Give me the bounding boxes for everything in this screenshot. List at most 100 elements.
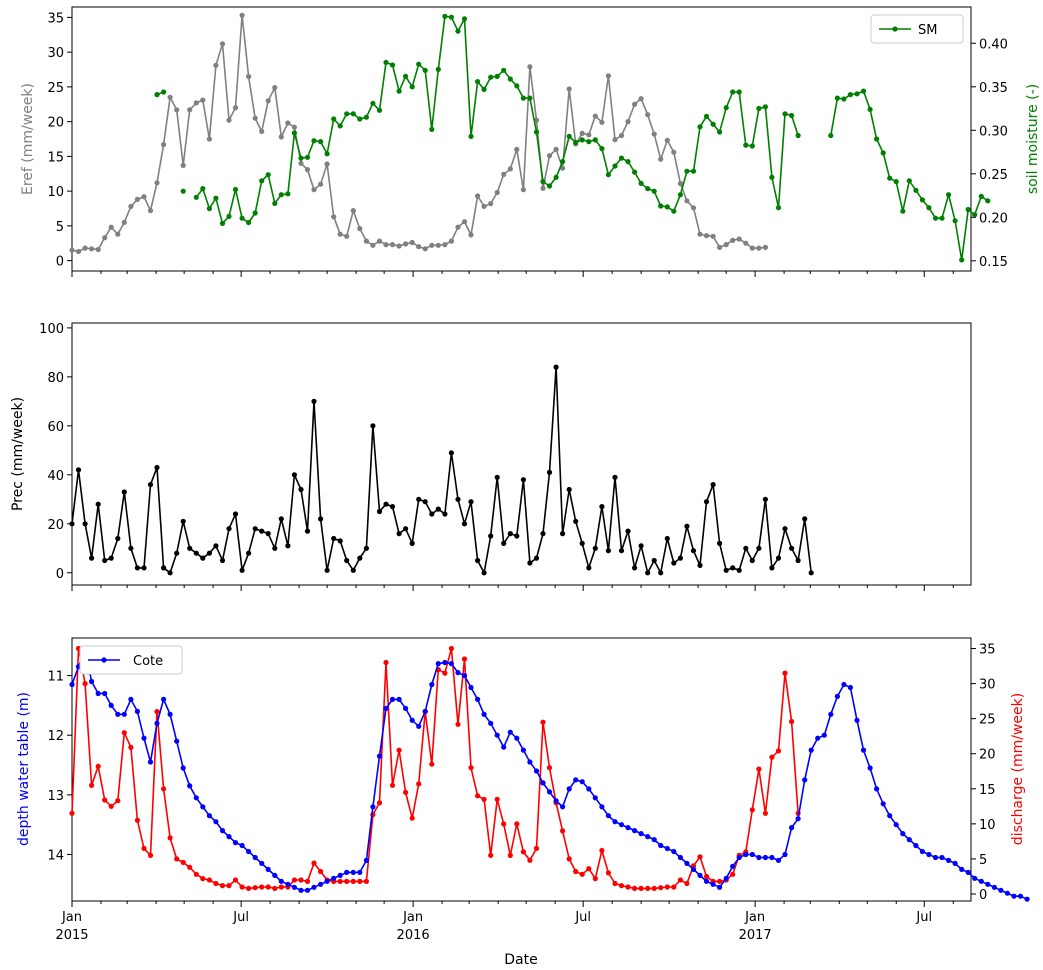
water-table-point bbox=[272, 872, 278, 879]
discharge-point bbox=[520, 849, 527, 855]
soil-moisture-point bbox=[664, 204, 670, 210]
discharge-point bbox=[769, 754, 775, 760]
discharge-point bbox=[246, 885, 252, 892]
eref-point bbox=[265, 98, 271, 104]
eref-point bbox=[147, 208, 154, 214]
soil-moisture-point bbox=[762, 104, 769, 110]
discharge-point bbox=[141, 845, 147, 852]
soil-moisture-point bbox=[625, 159, 631, 165]
precipitation-point bbox=[507, 531, 513, 537]
water-table-point bbox=[553, 798, 559, 804]
soil-moisture-point bbox=[337, 123, 343, 129]
precipitation-point bbox=[717, 540, 723, 547]
precipitation-point bbox=[684, 523, 690, 529]
eref-point bbox=[592, 113, 598, 119]
precipitation-point bbox=[291, 472, 297, 478]
water-table-point bbox=[860, 747, 867, 753]
water-table-point bbox=[409, 717, 415, 723]
soil-moisture-point bbox=[344, 111, 350, 117]
eref-point bbox=[82, 245, 88, 251]
water-table-point bbox=[174, 738, 180, 744]
x-tick-year-label: 2016 bbox=[397, 928, 430, 943]
water-table-point bbox=[396, 696, 402, 703]
eref-point bbox=[376, 238, 383, 244]
discharge-point bbox=[762, 810, 769, 816]
precipitation-point bbox=[795, 557, 801, 564]
y-tick-label: 12 bbox=[47, 729, 64, 744]
water-table-discharge-panel: 11 12 13 14 0 5 10 15 20 25 30 35 Jan 2015 Jul Jan 2016 J… bbox=[16, 637, 1030, 968]
water-table-point bbox=[893, 822, 899, 828]
soil-moisture-point bbox=[926, 205, 932, 211]
precipitation-point bbox=[481, 570, 487, 576]
discharge-point bbox=[252, 885, 258, 891]
soil-moisture-point bbox=[560, 159, 566, 165]
precipitation-point bbox=[416, 496, 422, 502]
soil-moisture-point bbox=[318, 139, 324, 145]
water-table-point bbox=[625, 825, 631, 831]
eref-point bbox=[298, 160, 304, 166]
precipitation-point bbox=[533, 555, 540, 561]
y2-tick-label: 5 bbox=[979, 853, 987, 868]
soil-moisture-point bbox=[703, 113, 710, 119]
discharge-point bbox=[272, 885, 278, 892]
soil-moisture-point bbox=[455, 28, 461, 34]
soil-moisture-point bbox=[180, 188, 186, 194]
precipitation-point bbox=[187, 545, 193, 551]
discharge-point bbox=[533, 845, 540, 852]
eref-point bbox=[337, 231, 343, 237]
soil-moisture-point bbox=[736, 89, 742, 95]
water-table-point bbox=[658, 842, 664, 849]
water-table-point bbox=[298, 887, 304, 893]
precipitation-point bbox=[618, 548, 625, 554]
eref-point bbox=[304, 167, 311, 173]
soil-moisture-point bbox=[566, 133, 572, 139]
discharge-point bbox=[389, 782, 396, 788]
precipitation-point bbox=[409, 540, 415, 547]
plot-frame bbox=[71, 637, 972, 902]
soil-moisture-point bbox=[880, 150, 886, 156]
precipitation-point bbox=[363, 545, 369, 551]
discharge-point bbox=[560, 828, 566, 834]
y-tick-label: 11 bbox=[47, 670, 64, 685]
eref-point bbox=[121, 219, 127, 225]
eref-point bbox=[762, 244, 769, 250]
soil-moisture-point bbox=[533, 129, 540, 135]
discharge-point bbox=[684, 880, 690, 887]
y-tick-label: 40 bbox=[47, 469, 64, 484]
y-tick-label: 80 bbox=[47, 371, 64, 386]
eref-point bbox=[344, 233, 350, 239]
precipitation-point bbox=[389, 504, 396, 510]
soil-moisture-point bbox=[645, 186, 651, 192]
soil-moisture-point bbox=[658, 203, 664, 209]
precipitation-point bbox=[95, 501, 101, 507]
precipitation-point bbox=[520, 477, 527, 483]
discharge-point bbox=[403, 789, 409, 795]
soil-moisture-point bbox=[527, 95, 533, 101]
discharge-point bbox=[703, 873, 710, 880]
discharge-point bbox=[579, 871, 585, 877]
water-table-point bbox=[985, 881, 991, 887]
eref-point bbox=[749, 245, 755, 251]
precipitation-point bbox=[226, 526, 232, 532]
x-tick-year-label: 2017 bbox=[739, 928, 772, 943]
discharge-point bbox=[442, 670, 448, 676]
water-table-point bbox=[756, 854, 762, 861]
eref-point bbox=[632, 101, 638, 107]
discharge-point bbox=[147, 852, 154, 859]
y2-tick-label: 0.25 bbox=[979, 168, 1008, 183]
eref-point bbox=[743, 240, 749, 246]
water-table-point bbox=[991, 884, 998, 890]
soil-moisture-point bbox=[239, 215, 245, 221]
soil-moisture-point bbox=[684, 168, 690, 174]
eref-point bbox=[115, 231, 121, 237]
eref-point bbox=[658, 156, 664, 162]
discharge-point bbox=[618, 883, 625, 889]
discharge-point bbox=[775, 748, 782, 754]
soil-moisture-point bbox=[298, 155, 304, 161]
discharge-point bbox=[396, 747, 402, 753]
eref-point bbox=[671, 149, 677, 155]
y2-tick-label: 0.15 bbox=[979, 255, 1008, 270]
discharge-point bbox=[291, 877, 297, 883]
precipitation-point bbox=[664, 535, 670, 542]
precipitation-point bbox=[180, 518, 186, 524]
